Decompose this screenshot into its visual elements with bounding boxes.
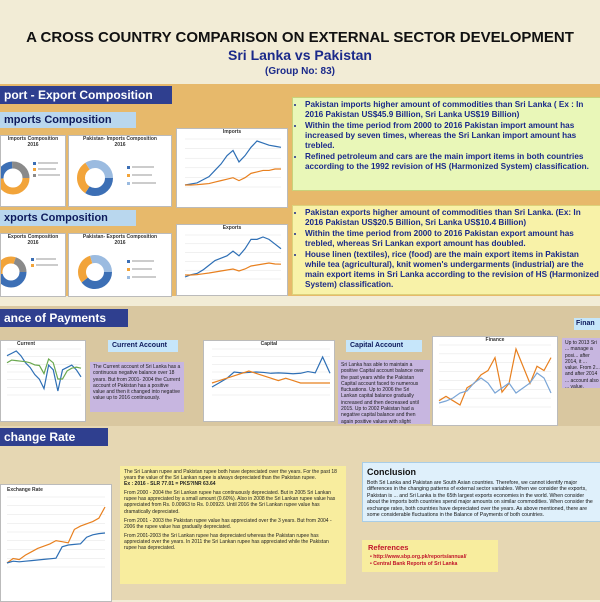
imports-bullet: Refined petroleum and cars are the main … xyxy=(305,152,600,172)
reference-item: • http://www.sbp.org.pk/reports/annual/ xyxy=(370,554,467,560)
capital-account-note: Sri Lanka has able to maintain a positiv… xyxy=(338,360,430,424)
imports-line-chart xyxy=(184,138,282,188)
imports-header: mports Composition xyxy=(0,112,136,128)
current-account-note: The Current account of Sri Lanka has a c… xyxy=(90,362,184,412)
exchange-header: change Rate xyxy=(0,428,108,446)
exports-findings: Pakistan exports higher amount of commod… xyxy=(292,205,600,295)
imports-sl-pie-panel: Imports Composition 2016 xyxy=(0,135,66,207)
current-account-chart xyxy=(6,348,82,396)
capital-chart-panel: Capital xyxy=(203,340,335,422)
pakistan-current-line xyxy=(6,350,82,392)
conclusion-text: Both Sri Lanka and Pakistan are South As… xyxy=(367,480,593,519)
capital-account-label: Capital Account xyxy=(346,340,422,352)
pakistan-exchange-line xyxy=(6,532,106,564)
pakistan-capital-line xyxy=(211,355,331,388)
imports-findings: Pakistan imports higher amount of commod… xyxy=(292,97,600,191)
conclusion-heading: Conclusion xyxy=(367,467,416,477)
srilanka-current-line xyxy=(6,357,82,380)
finance-account-note: Up to 2013 Sri ... manage a posi... afte… xyxy=(562,338,600,388)
srilanka-exports-line xyxy=(185,262,282,276)
exports-pk-pie xyxy=(78,255,156,289)
imports-bullet: Within the time period from 2000 to 2016… xyxy=(305,121,600,151)
reference-item: • Central Bank Reports of Sri Lanka xyxy=(370,561,458,567)
exchange-note: The Sri Lankan rupee and Pakistan rupee … xyxy=(120,466,346,584)
import-export-header: port - Export Composition xyxy=(0,86,172,104)
exports-line-panel: Exports xyxy=(176,224,288,296)
references-panel: References • http://www.sbp.org.pk/repor… xyxy=(362,540,498,572)
pakistan-finance-line xyxy=(438,372,552,404)
pakistan-imports-line xyxy=(184,140,282,186)
imports-line-panel: Imports xyxy=(176,128,288,208)
balance-header: ance of Payments xyxy=(0,309,128,327)
conclusion-panel: Conclusion Both Sri Lanka and Pakistan a… xyxy=(362,462,600,522)
exports-bullet: Pakistan exports higher amount of commod… xyxy=(305,208,600,228)
srilanka-finance-line xyxy=(438,346,552,406)
exports-sl-pie-panel: Exports Composition 2016 xyxy=(0,233,66,297)
finance-chart-panel: Finance xyxy=(432,336,558,426)
current-account-label: Current Account xyxy=(108,340,178,352)
exports-line-chart xyxy=(184,234,282,280)
srilanka-exchange-line xyxy=(6,506,106,564)
srilanka-imports-line xyxy=(185,168,281,186)
group-number: (Group No: 83) xyxy=(265,66,335,77)
exports-sl-pie xyxy=(1,256,58,288)
exports-header: xports Composition xyxy=(0,210,136,226)
exchange-rate-chart xyxy=(6,496,106,568)
imports-sl-pie xyxy=(1,161,60,195)
finance-account-chart xyxy=(438,344,552,408)
exports-bullet: Within the time period from 2000 to 2016… xyxy=(305,229,600,249)
imports-bullet: Pakistan imports higher amount of commod… xyxy=(305,100,600,120)
references-heading: References xyxy=(368,543,409,552)
imports-pk-pie-panel: Pakistan- Imports Composition 2016 xyxy=(68,135,172,207)
srilanka-capital-line xyxy=(211,370,330,384)
pakistan-exports-line xyxy=(184,236,282,278)
exchange-chart-panel: Exchange Rate xyxy=(0,484,112,602)
capital-account-chart xyxy=(211,348,331,396)
finance-account-label: Finan xyxy=(574,318,600,330)
poster-subtitle: Sri Lanka vs Pakistan xyxy=(228,47,372,63)
poster-title: A CROSS COUNTRY COMPARISON ON EXTERNAL S… xyxy=(26,29,574,46)
imports-pk-pie xyxy=(77,160,156,196)
exports-pk-pie-panel: Pakistan- Exports Composition 2016 xyxy=(68,233,172,297)
current-chart-panel: Current xyxy=(0,340,86,422)
exports-bullet: House linen (textiles), rice (food) are … xyxy=(305,250,600,290)
